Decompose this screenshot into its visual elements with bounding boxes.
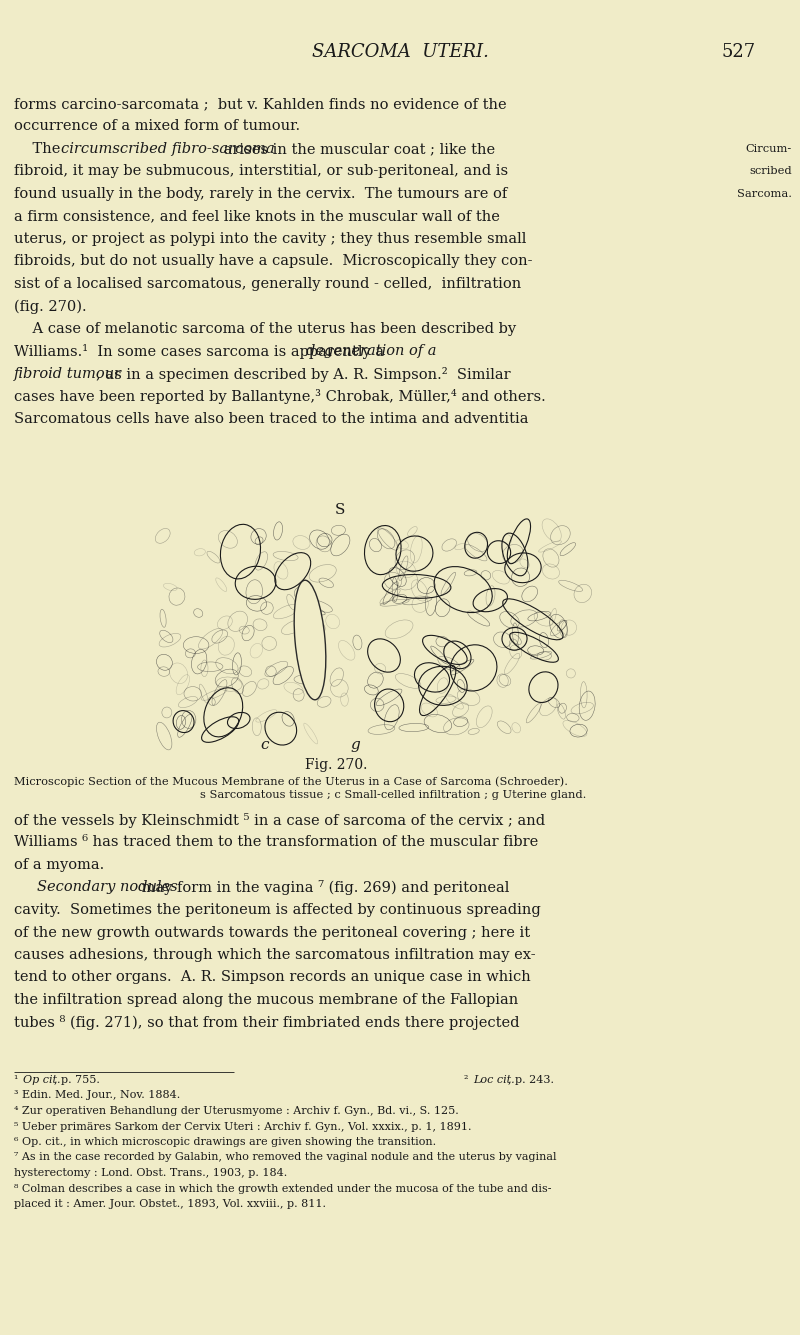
Text: scribed: scribed [750, 167, 792, 176]
Text: ¹: ¹ [14, 1075, 22, 1085]
Text: 527: 527 [722, 43, 756, 61]
Text: of the vessels by Kleinschmidt ⁵ in a case of sarcoma of the cervix ; and: of the vessels by Kleinschmidt ⁵ in a ca… [14, 813, 545, 828]
Text: Secondary nodules: Secondary nodules [38, 881, 178, 894]
Text: Loc cit.: Loc cit. [473, 1075, 514, 1085]
Text: occurrence of a mixed form of tumour.: occurrence of a mixed form of tumour. [14, 120, 300, 134]
Text: Sarcomatous cells have also been traced to the intima and adventitia: Sarcomatous cells have also been traced … [14, 413, 529, 426]
Ellipse shape [294, 581, 326, 700]
Text: circumscribed fibro-sarcoma: circumscribed fibro-sarcoma [61, 142, 274, 156]
Text: forms carcino-sarcomata ;  but v. Kahlden finds no evidence of the: forms carcino-sarcomata ; but v. Kahlden… [14, 97, 506, 111]
Text: Fig. 270.: Fig. 270. [305, 758, 367, 772]
Text: cavity.  Sometimes the peritoneum is affected by continuous spreading: cavity. Sometimes the peritoneum is affe… [14, 902, 541, 917]
Text: may form in the vagina ⁷ (fig. 269) and peritoneal: may form in the vagina ⁷ (fig. 269) and … [137, 880, 510, 894]
Text: ⁸ Colman describes a case in which the growth extended under the mucosa of the t: ⁸ Colman describes a case in which the g… [14, 1184, 551, 1193]
Text: cases have been reported by Ballantyne,³ Chrobak, Müller,⁴ and others.: cases have been reported by Ballantyne,³… [14, 388, 546, 405]
Text: ⁵ Ueber primäres Sarkom der Cervix Uteri : Archiv f. Gyn., Vol. xxxix., p. 1, 18: ⁵ Ueber primäres Sarkom der Cervix Uteri… [14, 1121, 471, 1132]
Text: ⁴ Zur operativen Behandlung der Uterusmyome : Archiv f. Gyn., Bd. vi., S. 125.: ⁴ Zur operativen Behandlung der Uterusmy… [14, 1105, 458, 1116]
Text: Op cit.: Op cit. [23, 1075, 60, 1085]
Text: A case of melanotic sarcoma of the uterus has been described by: A case of melanotic sarcoma of the uteru… [14, 322, 516, 336]
Text: s Sarcomatous tissue ; c Small-celled infiltration ; g Uterine gland.: s Sarcomatous tissue ; c Small-celled in… [200, 790, 586, 800]
Text: Williams ⁶ has traced them to the transformation of the muscular fibre: Williams ⁶ has traced them to the transf… [14, 836, 538, 849]
Text: fibroid, it may be submucous, interstitial, or sub-peritoneal, and is: fibroid, it may be submucous, interstiti… [14, 164, 508, 179]
Text: Sarcoma.: Sarcoma. [737, 190, 792, 199]
Text: , as in a specimen described by A. R. Simpson.²  Similar: , as in a specimen described by A. R. Si… [96, 367, 510, 382]
Text: , p. 243.: , p. 243. [509, 1075, 554, 1085]
Text: arises in the muscular coat ; like the: arises in the muscular coat ; like the [218, 142, 495, 156]
Text: SARCOMA  UTERI.: SARCOMA UTERI. [311, 43, 489, 61]
Text: g: g [350, 738, 360, 752]
Text: Williams.¹  In some cases sarcoma is apparently a: Williams.¹ In some cases sarcoma is appa… [14, 344, 389, 359]
Text: fibroids, but do not usually have a capsule.  Microscopically they con-: fibroids, but do not usually have a caps… [14, 255, 533, 268]
Text: ³ Edin. Med. Jour., Nov. 1884.: ³ Edin. Med. Jour., Nov. 1884. [14, 1091, 180, 1100]
Text: ⁶ Op. cit., in which microscopic drawings are given showing the transition.: ⁶ Op. cit., in which microscopic drawing… [14, 1137, 436, 1147]
Text: ²: ² [464, 1075, 472, 1085]
Text: ⁷ As in the case recorded by Galabin, who removed the vaginal nodule and the ute: ⁷ As in the case recorded by Galabin, wh… [14, 1152, 557, 1163]
Text: c: c [261, 738, 270, 752]
Text: hysterectomy : Lond. Obst. Trans., 1903, p. 184.: hysterectomy : Lond. Obst. Trans., 1903,… [14, 1168, 287, 1177]
Text: tubes ⁸ (fig. 271), so that from their fimbriated ends there projected: tubes ⁸ (fig. 271), so that from their f… [14, 1015, 519, 1031]
Text: (fig. 270).: (fig. 270). [14, 299, 86, 314]
Text: fibroid tumour: fibroid tumour [14, 367, 122, 380]
Text: Microscopic Section of the Mucous Membrane of the Uterus in a Case of Sarcoma (S: Microscopic Section of the Mucous Membra… [14, 777, 568, 788]
Text: degeneration of a: degeneration of a [306, 344, 437, 359]
Text: tend to other organs.  A. R. Simpson records an unique case in which: tend to other organs. A. R. Simpson reco… [14, 971, 530, 984]
Text: of the new growth outwards towards the peritoneal covering ; here it: of the new growth outwards towards the p… [14, 925, 530, 940]
Text: S: S [335, 503, 345, 517]
Text: uterus, or project as polypi into the cavity ; they thus resemble small: uterus, or project as polypi into the ca… [14, 232, 526, 246]
Text: the infiltration spread along the mucous membrane of the Fallopian: the infiltration spread along the mucous… [14, 993, 518, 1007]
Text: placed it : Amer. Jour. Obstet., 1893, Vol. xxviii., p. 811.: placed it : Amer. Jour. Obstet., 1893, V… [14, 1199, 326, 1210]
Text: of a myoma.: of a myoma. [14, 858, 104, 872]
Text: found usually in the body, rarely in the cervix.  The tumours are of: found usually in the body, rarely in the… [14, 187, 507, 202]
Text: , p. 755.: , p. 755. [54, 1075, 100, 1085]
Text: causes adhesions, through which the sarcomatous infiltration may ex-: causes adhesions, through which the sarc… [14, 948, 536, 963]
Text: The: The [14, 142, 65, 156]
Text: sist of a localised sarcomatous, generally round - celled,  infiltration: sist of a localised sarcomatous, general… [14, 276, 522, 291]
Text: Circum-: Circum- [746, 144, 792, 154]
Text: a firm consistence, and feel like knots in the muscular wall of the: a firm consistence, and feel like knots … [14, 210, 500, 223]
